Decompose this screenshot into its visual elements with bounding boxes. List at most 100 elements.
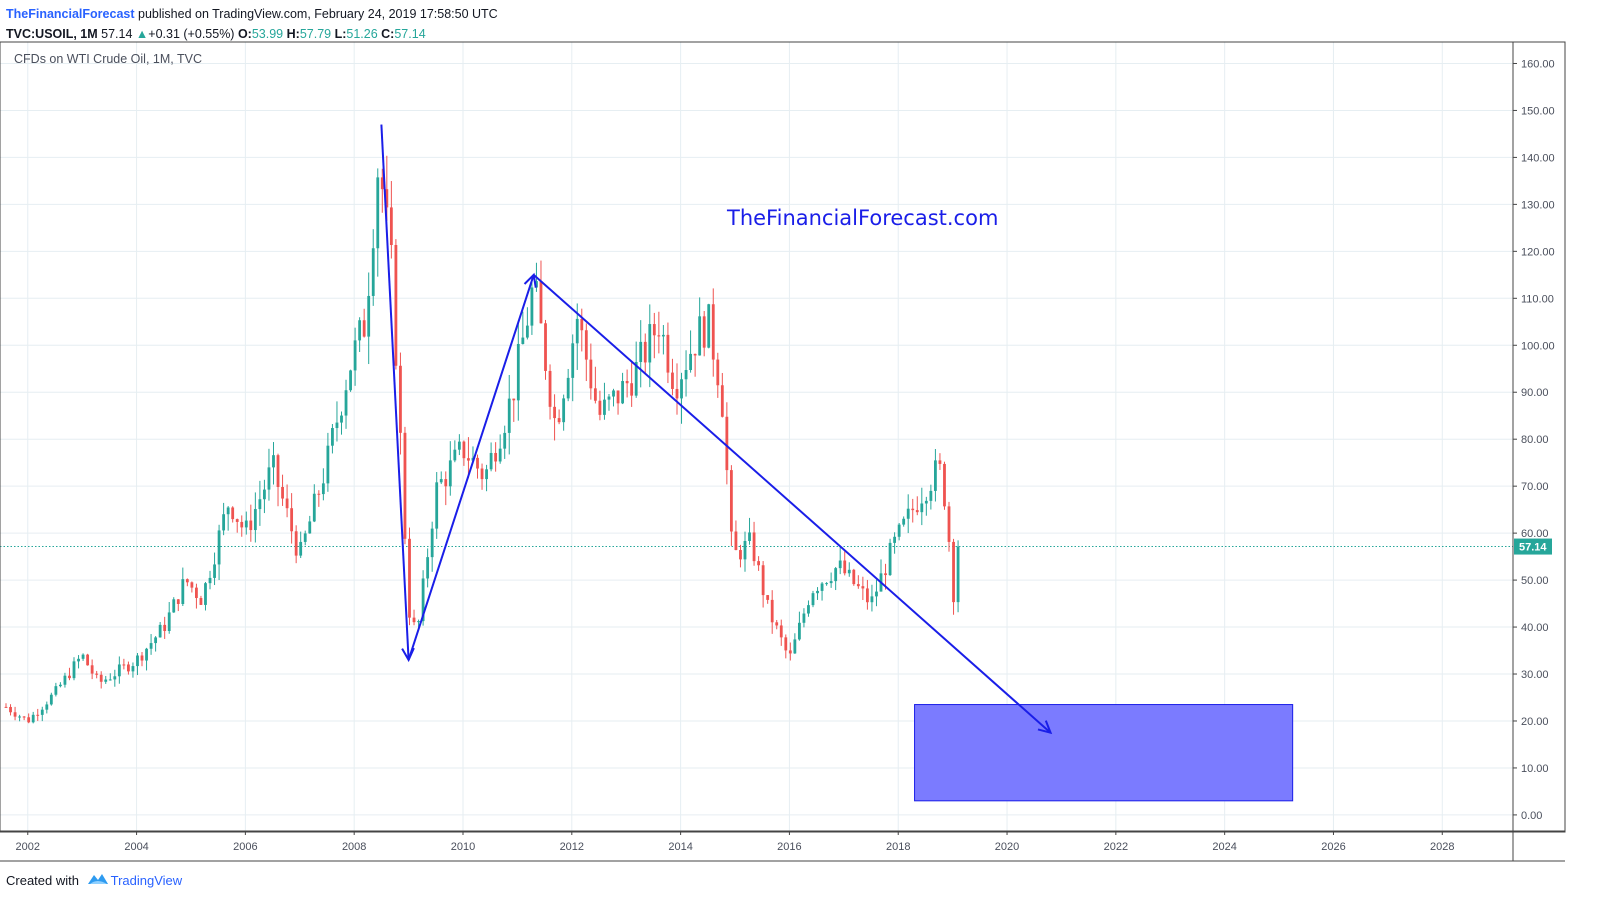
candle-body	[485, 469, 488, 480]
candle-body	[648, 324, 652, 363]
candle-body	[902, 518, 906, 525]
candle-body	[761, 565, 765, 596]
watermark-text: TheFinancialForecast.com	[727, 206, 999, 230]
arrowhead-icon	[1037, 720, 1053, 735]
candle-body	[340, 415, 343, 423]
plot-border	[0, 41, 1566, 833]
candle-body	[181, 579, 185, 604]
price-axis[interactable]: 0.00 10.00 20.00 30.00 40.00 50.00 60.00 70.00 8…	[1513, 58, 1555, 822]
target-zone-box	[914, 704, 1294, 802]
candle-body	[666, 334, 670, 373]
candle-body	[90, 665, 94, 674]
y-tick-label: 140.00	[1521, 152, 1555, 164]
candle-body	[698, 316, 702, 356]
candle-body	[263, 489, 266, 500]
candle-body	[720, 385, 724, 417]
low-value: 51.26	[346, 27, 378, 41]
candle-body	[843, 560, 847, 574]
candle-body	[947, 506, 951, 542]
last-price-layer: 57.14	[1514, 538, 1552, 555]
change-value: +0.31 (+0.55%)	[148, 27, 235, 41]
candle-body	[63, 675, 67, 685]
candle-body	[956, 546, 960, 603]
tradingview-brand[interactable]: TradingView	[110, 873, 183, 888]
candle-body	[797, 622, 801, 640]
candle-body	[72, 661, 76, 679]
created-with-label: Created with	[6, 873, 79, 888]
candle-body	[276, 455, 280, 487]
candle-body	[389, 207, 393, 246]
candle-body	[204, 583, 207, 605]
candle-body	[811, 593, 815, 606]
candle-body	[285, 498, 289, 509]
candle-body	[807, 605, 810, 614]
candle-body	[145, 648, 148, 661]
candle-body	[584, 330, 588, 360]
target-zone-layer	[914, 704, 1294, 802]
candle-body	[716, 359, 720, 386]
candle-body	[675, 388, 679, 399]
candle-body	[856, 584, 860, 587]
candle-body	[643, 341, 647, 363]
y-tick-label: 40.00	[1521, 622, 1549, 634]
candle-body	[208, 577, 212, 584]
tradingview-logo-icon[interactable]	[87, 872, 109, 891]
candle-body	[453, 449, 457, 461]
candle-body	[593, 388, 597, 401]
y-tick-label: 100.00	[1521, 340, 1555, 352]
candle-body	[86, 654, 90, 666]
author-link[interactable]: TheFinancialForecast	[6, 7, 135, 21]
trend-line	[533, 274, 1052, 734]
candle-body	[457, 441, 461, 450]
candle-body	[924, 500, 928, 504]
candle-body	[739, 550, 742, 560]
candle-body	[566, 377, 570, 399]
candle-body	[897, 524, 901, 537]
x-tick-label: 2020	[995, 841, 1019, 853]
candle-body	[553, 406, 556, 419]
candle-body	[213, 564, 216, 578]
candle-body	[294, 531, 298, 556]
legend-row: TVC:USOIL, 1M 57.14 ▲+0.31 (+0.55%) O:53…	[6, 24, 1606, 44]
candle-body	[779, 625, 783, 638]
low-label: L:	[334, 27, 347, 41]
candle-body	[802, 613, 806, 623]
candle-body	[49, 694, 53, 705]
candle-body	[480, 468, 484, 480]
candle-body	[190, 582, 194, 588]
candle-body	[113, 676, 117, 680]
candle-body	[516, 343, 520, 401]
candle-body	[652, 324, 656, 336]
candle-body	[861, 586, 865, 589]
candle-body	[462, 441, 466, 459]
arrowhead-icon	[523, 272, 537, 288]
candle-body	[444, 479, 448, 487]
candle-body	[557, 418, 561, 423]
candle-body	[661, 334, 665, 337]
time-axis[interactable]: 2002 2004 2006 2008 2010 2012 2014 2016 2018 2020…	[16, 831, 1455, 853]
candles	[4, 155, 960, 724]
candle-body	[671, 372, 674, 389]
y-tick-label: 30.00	[1521, 669, 1549, 681]
candle-body	[503, 432, 507, 449]
candle-body	[448, 460, 452, 487]
x-tick-label: 2006	[233, 841, 257, 853]
candle-body	[36, 714, 40, 716]
candle-body	[344, 390, 348, 416]
candle-body	[707, 304, 711, 348]
candle-body	[952, 541, 955, 603]
candle-body	[312, 493, 316, 522]
trend-line	[407, 274, 535, 661]
candle-body	[816, 590, 819, 594]
candle-body	[934, 460, 937, 491]
candle-body	[167, 612, 171, 631]
candle-body	[380, 177, 384, 190]
candle-body	[22, 716, 26, 718]
candle-body	[9, 706, 12, 713]
candle-body	[272, 455, 275, 468]
candle-body	[108, 679, 112, 681]
grid	[0, 42, 1513, 831]
candle-body	[13, 712, 17, 717]
published-text: published on TradingView.com, February 2…	[138, 7, 498, 21]
